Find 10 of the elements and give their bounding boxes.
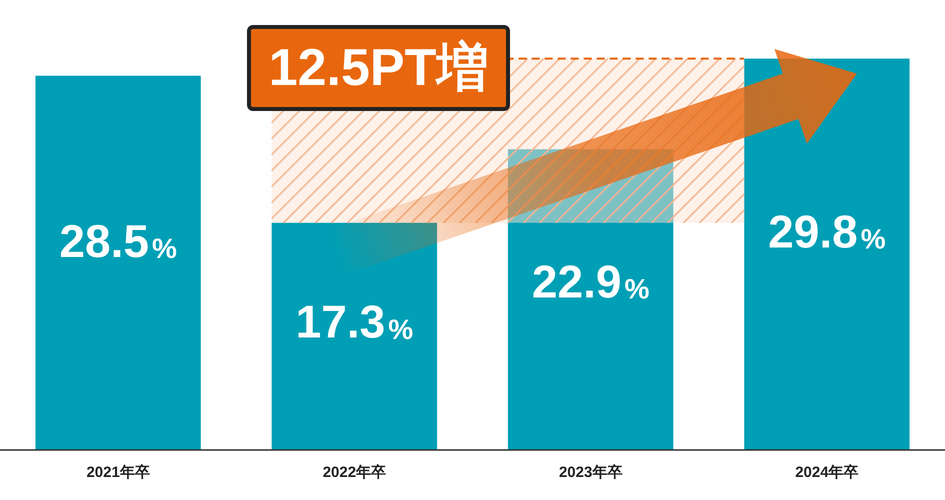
x-tick-label: 2023年卒	[558, 463, 622, 482]
data-label: 28.5%	[59, 214, 177, 267]
data-label: 22.9%	[532, 255, 650, 308]
data-label: 17.3%	[296, 296, 414, 348]
annotation: 12.5PT増	[246, 25, 510, 111]
bar	[35, 76, 201, 450]
data-label: 29.8%	[768, 205, 886, 258]
x-tick-label: 2024年卒	[795, 463, 859, 482]
x-tick-label: 2022年卒	[322, 463, 386, 482]
x-tick-label: 2021年卒	[86, 463, 150, 482]
